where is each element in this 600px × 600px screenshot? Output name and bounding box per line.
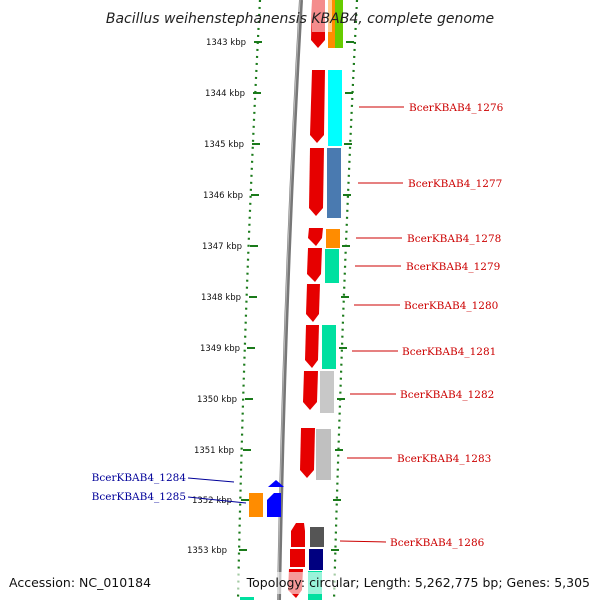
gene-label[interactable]: BcerKBAB4_1284 <box>92 472 187 484</box>
tick-label: 1344 kbp <box>205 89 245 99</box>
cog-block <box>249 493 263 517</box>
cog-block <box>309 549 323 570</box>
tick-label: 1349 kbp <box>200 344 240 354</box>
genome-stats-label: Topology: circular; Length: 5,262,775 bp… <box>246 575 590 590</box>
tick-label: 1348 kbp <box>201 293 241 303</box>
inner-dotted-ring <box>332 0 359 600</box>
reverse-cds-track <box>249 480 284 517</box>
forward-cds-track <box>288 0 325 598</box>
gene-labels: BcerKBAB4_1276 BcerKBAB4_1277 BcerKBAB4_… <box>92 102 504 549</box>
cog-block <box>328 70 342 146</box>
map-title: Bacillus weihenstephanensis KBAB4, compl… <box>106 11 494 27</box>
cds-arrow[interactable] <box>291 523 305 547</box>
gene-label[interactable]: BcerKBAB4_1277 <box>408 178 502 190</box>
tick-label: 1343 kbp <box>206 38 246 48</box>
label-connector <box>187 496 247 504</box>
tick-label: 1351 kbp <box>194 446 234 456</box>
tick-label: 1353 kbp <box>187 546 227 556</box>
cds-arrow[interactable] <box>300 428 315 478</box>
cog-block <box>335 0 343 48</box>
cds-arrow[interactable] <box>309 148 324 216</box>
cog-block <box>316 429 331 480</box>
cds-arrow[interactable] <box>308 228 323 246</box>
cds-arrow[interactable] <box>267 493 281 517</box>
gene-label[interactable]: BcerKBAB4_1278 <box>407 233 501 245</box>
cog-block <box>320 371 334 413</box>
tick-label: 1350 kbp <box>197 395 237 405</box>
gene-label[interactable]: BcerKBAB4_1286 <box>390 537 485 549</box>
cds-block[interactable] <box>290 549 305 567</box>
footer-background <box>0 572 600 594</box>
cds-arrow[interactable] <box>305 325 319 368</box>
cds-arrow[interactable] <box>310 70 325 143</box>
gene-label[interactable]: BcerKBAB4_1282 <box>400 389 494 401</box>
cog-block <box>240 597 254 600</box>
cds-arrow[interactable] <box>268 480 284 487</box>
tick-label: 1352 kbp <box>192 496 232 506</box>
outer-dotted-ring <box>236 0 262 600</box>
gene-label[interactable]: BcerKBAB4_1283 <box>397 453 491 465</box>
cds-arrow[interactable] <box>303 371 318 410</box>
inner-ring-dashes <box>331 41 354 551</box>
tick-label: 1346 kbp <box>203 191 243 201</box>
label-connector <box>339 540 387 543</box>
gene-label[interactable]: BcerKBAB4_1276 <box>409 102 504 114</box>
accession-label: Accession: NC_010184 <box>9 575 151 590</box>
gene-label[interactable]: BcerKBAB4_1279 <box>406 261 500 273</box>
cog-block <box>310 527 324 547</box>
gene-label[interactable]: BcerKBAB4_1285 <box>92 491 186 503</box>
cog-block <box>325 249 339 283</box>
cog-block <box>326 229 340 248</box>
cog-block <box>327 148 341 218</box>
tick-label: 1345 kbp <box>204 140 244 150</box>
tick-label: 1347 kbp <box>202 242 242 252</box>
label-connector <box>187 477 235 483</box>
cds-arrow[interactable] <box>307 248 322 282</box>
genome-backbone <box>277 0 303 600</box>
selection-highlight <box>312 0 332 32</box>
cds-arrow[interactable] <box>306 284 320 322</box>
gene-label[interactable]: BcerKBAB4_1280 <box>404 300 498 312</box>
gene-label[interactable]: BcerKBAB4_1281 <box>402 346 496 358</box>
cog-block <box>322 325 336 369</box>
tick-group: 1343 kbp 1344 kbp 1345 kbp 1346 kbp 1347… <box>187 38 262 556</box>
cog-color-track <box>240 0 343 600</box>
